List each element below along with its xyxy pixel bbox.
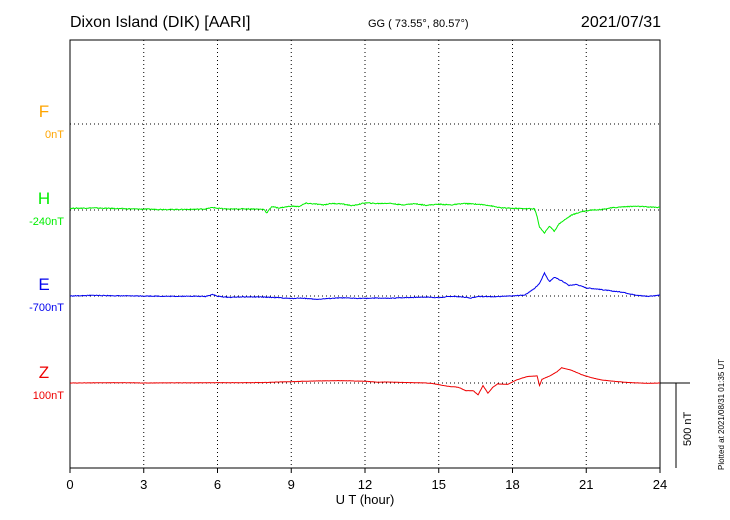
series-label-e: E	[38, 275, 49, 294]
series-baseline-z: 100nT	[33, 390, 64, 402]
series-layer: F 0nT H -240nT E -700nT Z 100nT	[29, 102, 661, 402]
x-tick-label: 9	[288, 477, 295, 492]
chart-date: 2021/07/31	[581, 14, 661, 31]
x-tick-label: 21	[579, 477, 593, 492]
grid-lines	[70, 40, 660, 468]
x-tick-label: 3	[140, 477, 147, 492]
station-coords: GG ( 73.55°, 80.57°)	[368, 18, 469, 30]
series-label-f: F	[39, 102, 49, 121]
series-baseline-e: -700nT	[29, 302, 64, 314]
x-tick-label: 18	[505, 477, 519, 492]
series-baseline-h: -240nT	[29, 216, 64, 228]
plotted-timestamp: Plotted at 2021/08/31 01:35 UT	[717, 359, 726, 470]
x-tick-label: 0	[66, 477, 73, 492]
x-tick-label: 24	[653, 477, 667, 492]
x-tick-label: 15	[432, 477, 446, 492]
x-tick-labels: 0 3 6 9 12 15 18 21 24	[66, 468, 667, 492]
series-label-h: H	[38, 189, 50, 208]
station-title: Dixon Island (DIK) [AARI]	[70, 14, 251, 31]
series-line-e	[69, 271, 661, 301]
series-baseline-f: 0nT	[45, 129, 64, 141]
scale-bar-label: 500 nT	[682, 411, 694, 446]
series-label-z: Z	[39, 363, 49, 382]
scale-bar: 500 nT	[660, 382, 694, 468]
x-axis-label: U T (hour)	[336, 492, 395, 507]
x-tick-label: 12	[358, 477, 372, 492]
series-line-z	[70, 366, 661, 396]
x-tick-label: 6	[214, 477, 221, 492]
series-line-h	[69, 202, 660, 235]
